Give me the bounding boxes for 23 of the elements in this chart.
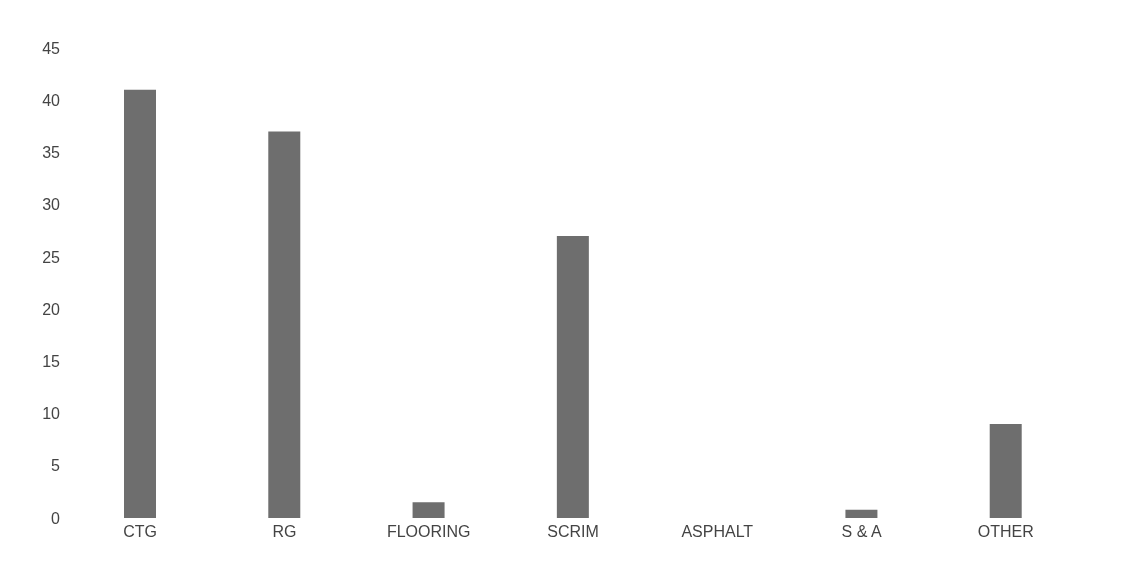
bar xyxy=(412,502,445,518)
bar xyxy=(556,236,589,518)
y-tick-label: 15 xyxy=(42,353,61,371)
x-tick-label: OTHER xyxy=(977,523,1034,541)
x-tick-label: RG xyxy=(272,523,297,541)
y-tick-label: 10 xyxy=(42,405,61,423)
x-tick-label: CTG xyxy=(123,523,158,541)
bar xyxy=(268,131,301,518)
x-tick-label: SCRIM xyxy=(547,523,599,541)
y-tick-label: 40 xyxy=(42,91,61,109)
y-tick-label: 25 xyxy=(42,248,61,266)
x-tick-label: FLOORING xyxy=(386,523,471,541)
y-tick-label: 30 xyxy=(42,196,61,214)
y-tick-label: 5 xyxy=(51,457,61,475)
y-tick-label: 35 xyxy=(42,144,61,162)
x-tick-label: ASPHALT xyxy=(681,523,754,541)
y-tick-label: 45 xyxy=(42,39,61,57)
bar xyxy=(124,89,156,518)
bar xyxy=(989,424,1022,518)
bar xyxy=(845,509,878,518)
y-tick-label: 0 xyxy=(51,509,61,527)
y-tick-label: 20 xyxy=(42,300,61,318)
x-tick-label: S & A xyxy=(841,523,882,541)
